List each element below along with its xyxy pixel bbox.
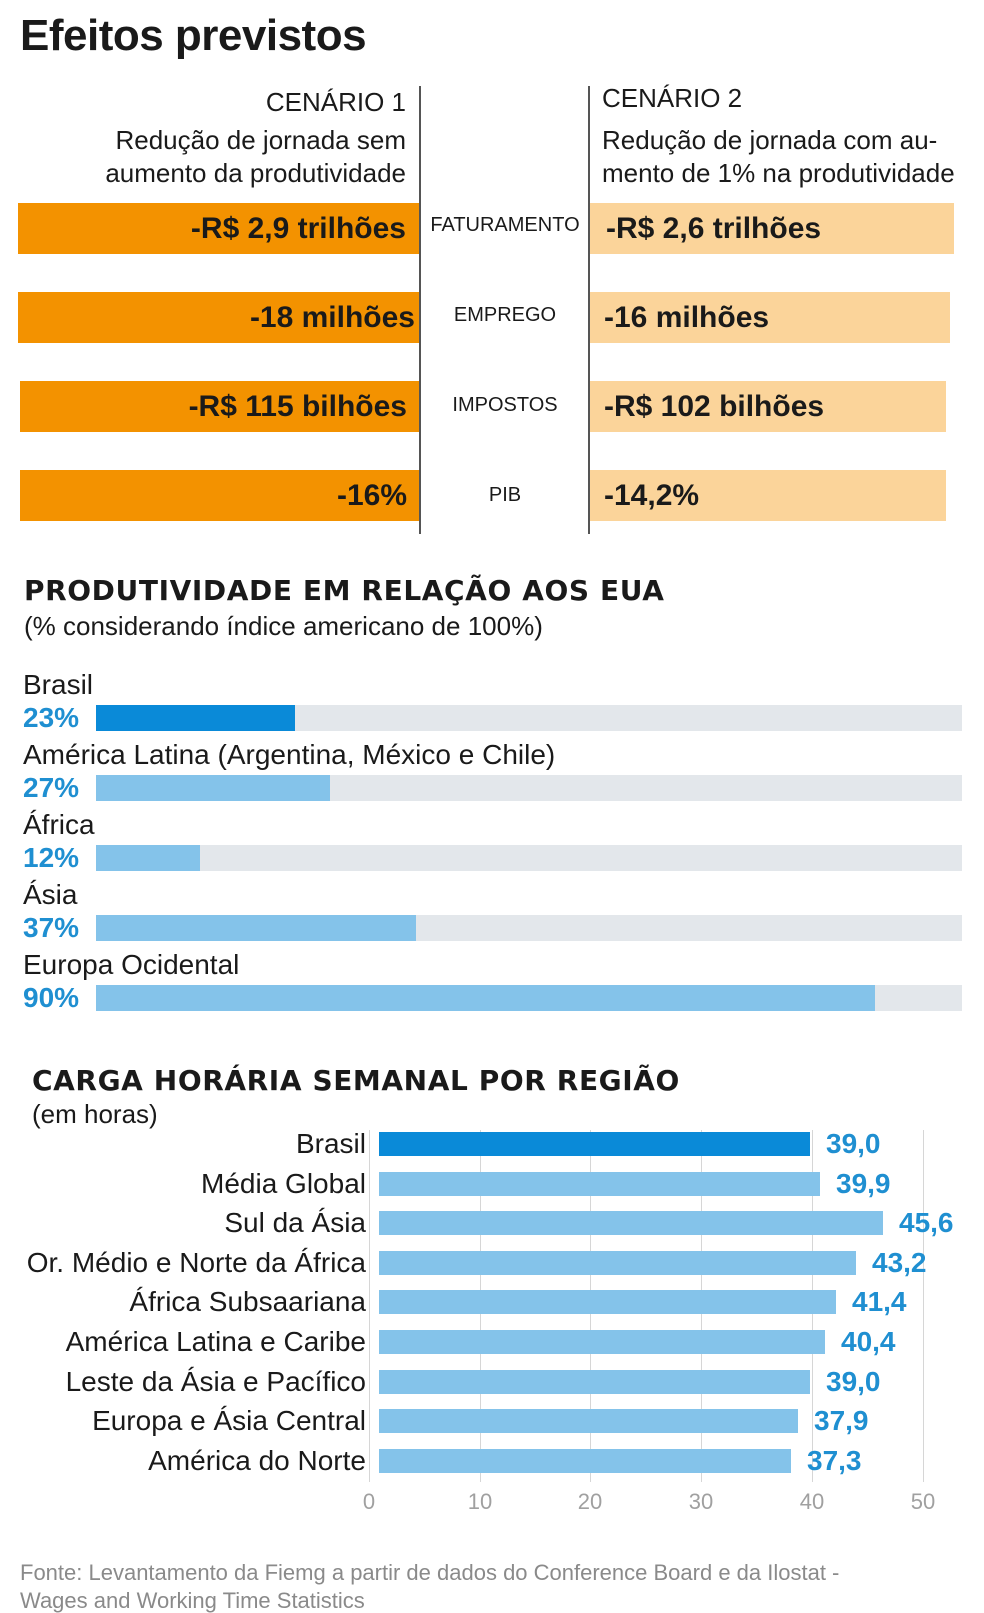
hours-6-bar <box>379 1370 810 1394</box>
x-tick-40: 40 <box>799 1489 825 1514</box>
divider-left <box>419 86 421 534</box>
indicator-label-impostos: IMPOSTOS <box>452 394 558 416</box>
x-tick-20: 20 <box>577 1489 603 1514</box>
scenario-2-desc-line1: Redução de jornada com au- <box>602 125 938 155</box>
hours-1-category-label: Média Global <box>201 1168 366 1199</box>
scenario-2-value-impostos: -R$ 102 bilhões <box>604 390 825 423</box>
productivity-chart-title: PRODUTIVIDADE EM RELAÇÃO AOS EUA <box>24 574 665 607</box>
productivity-4-value-label: 90% <box>23 982 80 1013</box>
hours-2-category-label: Sul da Ásia <box>224 1207 366 1238</box>
hours-8-category-label: América do Norte <box>148 1445 366 1476</box>
hours-0-value-label: 39,0 <box>826 1128 881 1159</box>
grid-line-50 <box>923 1130 924 1482</box>
scenario-2-value-emprego: -16 milhões <box>604 301 770 334</box>
scenario-2-value-pib: -14,2% <box>604 479 700 512</box>
productivity-chart-subtitle: (% considerando índice americano de 100%… <box>24 611 543 641</box>
scenario-1-bar-pib <box>20 470 419 521</box>
productivity-4-track <box>96 985 962 1011</box>
productivity-0-value-label: 23% <box>23 702 80 733</box>
hours-5-bar <box>379 1330 825 1354</box>
productivity-3-track <box>96 915 962 941</box>
hours-4-category-label: África Subsaariana <box>129 1286 366 1317</box>
hours-2-value-label: 45,6 <box>899 1207 954 1238</box>
hours-7-bar <box>379 1409 798 1433</box>
indicator-label-pib: PIB <box>488 484 522 506</box>
hours-0-category-label: Brasil <box>295 1128 366 1159</box>
productivity-2-track <box>96 845 962 871</box>
hours-3-category-label: Or. Médio e Norte da África <box>26 1247 366 1278</box>
productivity-1-track <box>96 775 962 801</box>
hours-3-bar <box>379 1251 856 1275</box>
productivity-1-category-label: América Latina (Argentina, México e Chil… <box>23 739 556 770</box>
scenario-2-bar-pib <box>590 470 946 521</box>
hours-6-category-label: Leste da Ásia e Pacífico <box>65 1366 366 1397</box>
scenario-1-value-faturamento: -R$ 2,9 trilhões <box>190 212 406 245</box>
hours-7-value-label: 37,9 <box>814 1405 869 1436</box>
productivity-3-category-label: Ásia <box>23 879 78 910</box>
productivity-2-value-label: 12% <box>23 842 80 873</box>
x-tick-30: 30 <box>688 1489 714 1514</box>
productivity-0-category-label: Brasil <box>23 669 94 700</box>
x-tick-10: 10 <box>467 1489 493 1514</box>
productivity-3-bar <box>96 915 416 941</box>
scenario-2-label: CENÁRIO 2 <box>602 83 743 113</box>
hours-7-category-label: Europa e Ásia Central <box>92 1405 366 1436</box>
scenario-2-value-faturamento: -R$ 2,6 trilhões <box>606 212 822 245</box>
productivity-0-track <box>96 705 962 731</box>
scenario-2-bar-faturamento <box>590 203 954 254</box>
hours-1-value-label: 39,9 <box>836 1168 891 1199</box>
scenario-1-desc-line2: aumento da produtividade <box>105 158 406 188</box>
indicator-label-emprego: EMPREGO <box>453 304 557 326</box>
divider-right <box>588 86 590 534</box>
scenario-1-bar-faturamento <box>18 203 419 254</box>
productivity-0-bar <box>96 705 295 731</box>
hours-2-bar <box>379 1211 883 1235</box>
hours-chart-subtitle: (em horas) <box>32 1099 158 1129</box>
productivity-1-value-label: 27% <box>23 772 80 803</box>
scenario-2-bar-impostos <box>590 381 946 432</box>
hours-4-bar <box>379 1290 836 1314</box>
productivity-2-bar <box>96 845 200 871</box>
scenario-1-bar-impostos <box>20 381 419 432</box>
productivity-4-category-label: Europa Ocidental <box>23 949 240 980</box>
hours-6-value-label: 39,0 <box>826 1366 881 1397</box>
grid-line-0 <box>369 1130 370 1482</box>
productivity-3-value-label: 37% <box>23 912 80 943</box>
scenario-2-desc-line2: mento de 1% na produtividade <box>602 158 955 188</box>
productivity-1-bar <box>96 775 330 801</box>
hours-5-category-label: América Latina e Caribe <box>65 1326 366 1357</box>
hours-8-bar <box>379 1449 791 1473</box>
hours-0-bar <box>379 1132 810 1156</box>
scenario-1-value-impostos: -R$ 115 bilhões <box>188 390 407 423</box>
scenario-1-value-emprego: -18 milhões <box>249 301 415 334</box>
scenario-1-label: CENÁRIO 1 <box>265 87 406 117</box>
hours-5-value-label: 40,4 <box>841 1326 896 1357</box>
page-title: Efeitos previstos <box>20 11 367 60</box>
hours-3-value-label: 43,2 <box>872 1247 927 1278</box>
source-note: Fonte: Levantamento da Fiemg a partir de… <box>20 1560 840 1613</box>
x-tick-50: 50 <box>910 1489 936 1514</box>
hours-1-bar <box>379 1172 820 1196</box>
indicator-label-faturamento: FATURAMENTO <box>430 214 580 236</box>
scenario-1-bar-emprego <box>18 292 419 343</box>
scenario-2-bar-emprego <box>590 292 950 343</box>
scenario-1-value-pib: -16% <box>336 479 407 512</box>
hours-8-value-label: 37,3 <box>807 1445 862 1476</box>
hours-chart-title: CARGA HORÁRIA SEMANAL POR REGIÃO <box>32 1064 680 1097</box>
productivity-4-bar <box>96 985 875 1011</box>
hours-4-value-label: 41,4 <box>852 1286 907 1317</box>
scenario-1-desc-line1: Redução de jornada sem <box>115 125 406 155</box>
x-tick-0: 0 <box>362 1489 376 1514</box>
productivity-2-category-label: África <box>23 809 95 840</box>
